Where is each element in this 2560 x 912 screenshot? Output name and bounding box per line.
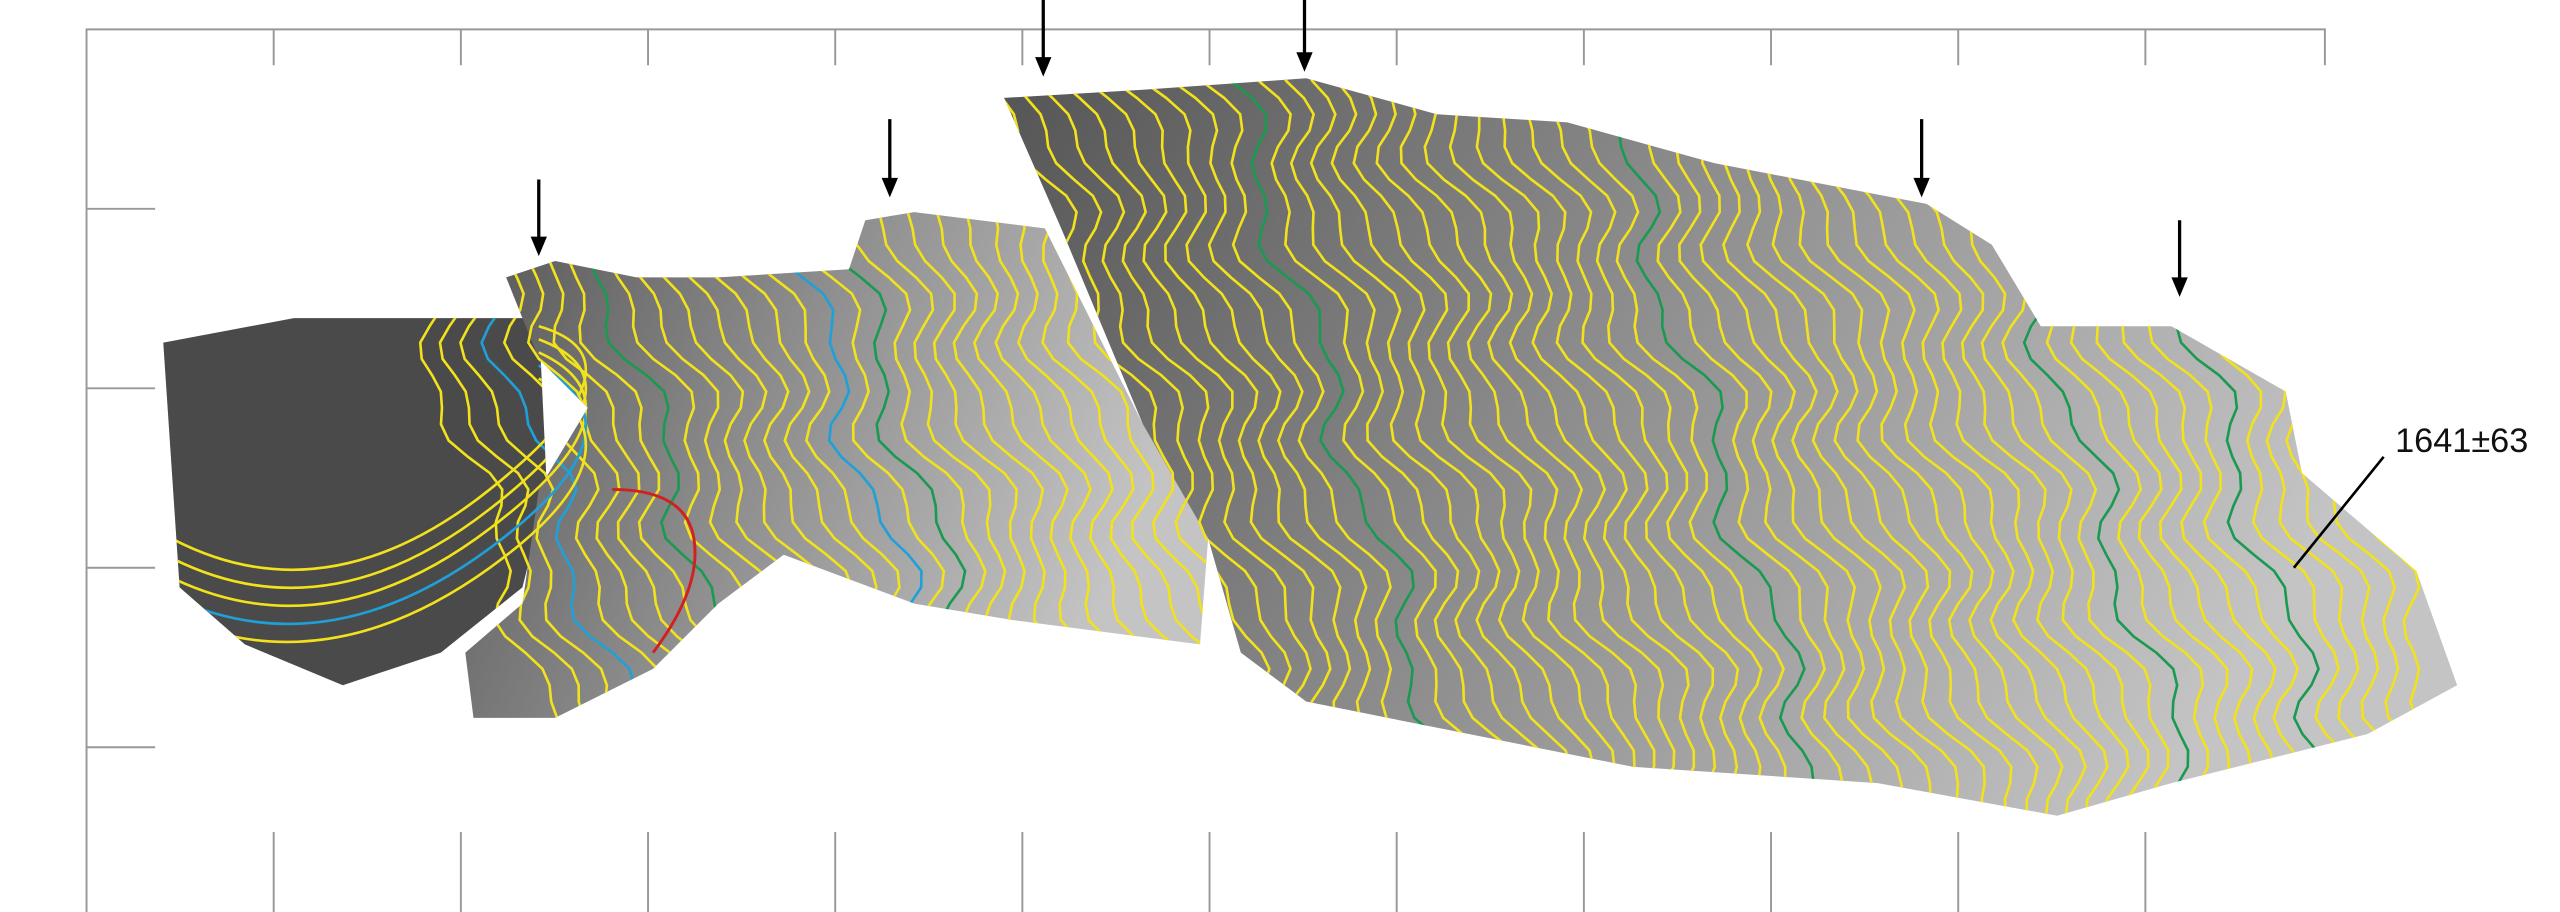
arrow-head [1035, 57, 1051, 77]
arrow-head [882, 178, 898, 198]
age-label: 1641±63 [2395, 422, 2528, 460]
arrow-head [531, 237, 547, 257]
arrow-head [1296, 52, 1312, 72]
sample [163, 65, 2494, 848]
figure: 1641±63 [0, 0, 2560, 912]
sample-piece [163, 318, 547, 685]
page: 1641±63 (() => { const data = JSON.parse… [0, 0, 2560, 912]
arrow-head [2171, 277, 2187, 297]
arrow-head [1913, 178, 1929, 198]
